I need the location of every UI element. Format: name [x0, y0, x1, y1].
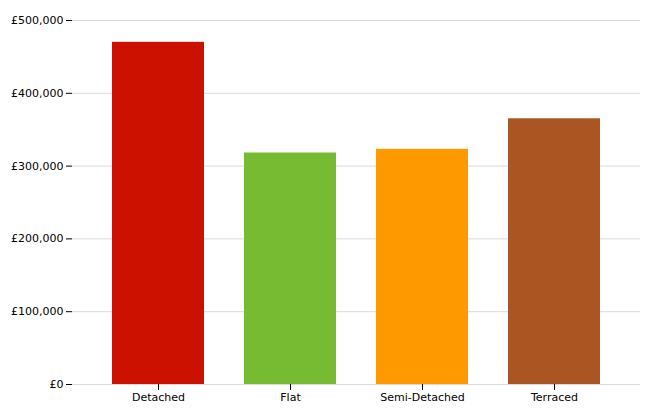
svg-text:Detached: Detached — [132, 391, 185, 404]
svg-text:£100,000: £100,000 — [11, 305, 64, 318]
svg-text:£200,000: £200,000 — [11, 232, 64, 245]
svg-text:Terraced: Terraced — [530, 391, 578, 404]
svg-text:Flat: Flat — [280, 391, 301, 404]
svg-text:£400,000: £400,000 — [11, 87, 64, 100]
svg-text:£300,000: £300,000 — [11, 160, 64, 173]
svg-text:£500,000: £500,000 — [11, 14, 64, 27]
svg-text:Semi-Detached: Semi-Detached — [380, 391, 465, 404]
svg-text:£0: £0 — [50, 378, 64, 391]
